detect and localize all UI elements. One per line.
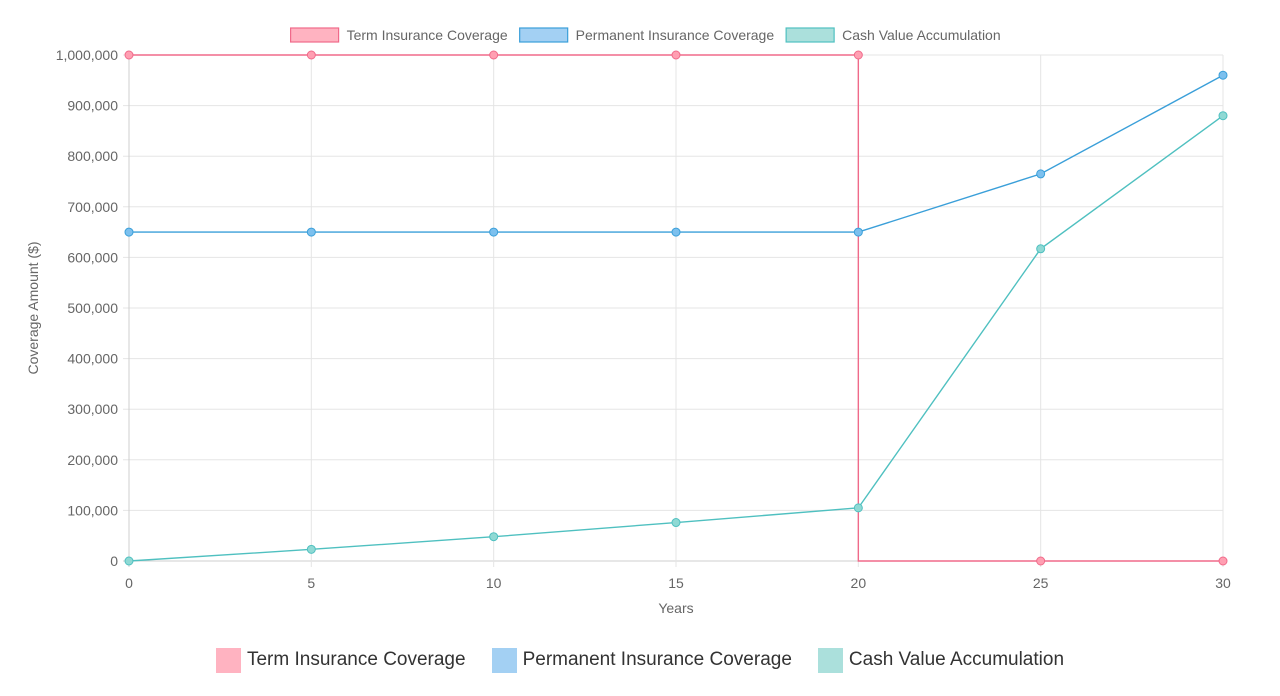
data-point[interactable]	[124, 227, 134, 237]
top-legend: Term Insurance Coverage Permanent Insuran…	[290, 27, 1001, 43]
data-point[interactable]	[671, 227, 681, 237]
data-point[interactable]	[853, 227, 863, 237]
data-point[interactable]	[124, 556, 134, 566]
data-point[interactable]	[1218, 111, 1228, 121]
grid-lines	[123, 54, 1224, 567]
bottom-legend-label: Cash Value Accumulation	[848, 649, 1065, 670]
y-axis-title: Coverage Amount ($)	[25, 241, 41, 374]
data-point[interactable]	[306, 544, 316, 554]
legend-swatch	[785, 27, 835, 43]
data-point[interactable]	[489, 50, 499, 60]
legend-item-2[interactable]: Cash Value Accumulation	[785, 27, 1001, 43]
data-point[interactable]	[489, 227, 499, 237]
data-point[interactable]	[853, 503, 863, 513]
y-tick-label: 600,000	[67, 249, 118, 265]
bottom-legend-item-cash-value[interactable]: Cash Value Accumulation	[817, 647, 1065, 673]
bottom-legend-label: Permanent Insurance Coverage	[522, 649, 792, 670]
data-point[interactable]	[306, 50, 316, 60]
data-point[interactable]	[1036, 556, 1046, 566]
x-axis-title: Years	[658, 600, 693, 616]
x-tick-label: 25	[1033, 575, 1049, 591]
y-tick-label: 100,000	[67, 502, 118, 518]
y-tick-label: 200,000	[67, 452, 118, 468]
legend-swatch	[519, 27, 569, 43]
x-tick-label: 0	[125, 575, 133, 591]
x-tick-label: 10	[486, 575, 502, 591]
data-point[interactable]	[1036, 169, 1046, 179]
y-tick-label: 900,000	[67, 98, 118, 114]
y-tick-label: 500,000	[67, 300, 118, 316]
bottom-legend-label: Term Insurance Coverage	[246, 649, 466, 670]
x-tick-label: 5	[307, 575, 315, 591]
y-tick-label: 1,000,000	[56, 47, 118, 63]
data-point[interactable]	[671, 50, 681, 60]
legend-label: Cash Value Accumulation	[842, 27, 1001, 43]
legend-label: Permanent Insurance Coverage	[576, 27, 775, 43]
data-point[interactable]	[124, 50, 134, 60]
cash-value-legend-swatch	[817, 647, 843, 673]
term-legend-swatch	[215, 647, 241, 673]
bottom-legend-item-term[interactable]: Term Insurance Coverage	[215, 647, 466, 673]
series-lines	[124, 50, 1228, 566]
data-point[interactable]	[853, 50, 863, 60]
data-point[interactable]	[1036, 244, 1046, 254]
x-tick-label: 30	[1215, 575, 1231, 591]
y-tick-label: 700,000	[67, 199, 118, 215]
x-tick-label: 15	[668, 575, 684, 591]
bottom-legend-item-permanent[interactable]: Permanent Insurance Coverage	[491, 647, 792, 673]
data-point[interactable]	[671, 518, 681, 528]
axes: 0 100,000 200,000 300,000 400,000 500,000 600,…	[56, 47, 1231, 591]
series-line-0	[129, 54, 1223, 562]
legend-swatch	[290, 27, 340, 43]
data-point[interactable]	[1218, 556, 1228, 566]
legend-label: Term Insurance Coverage	[347, 27, 508, 43]
x-tick-label: 20	[851, 575, 867, 591]
coverage-line-chart: 0 100,000 200,000 300,000 400,000 500,000 600,…	[25, 27, 1231, 616]
data-point[interactable]	[489, 532, 499, 542]
y-tick-label: 400,000	[67, 351, 118, 367]
y-tick-label: 800,000	[67, 148, 118, 164]
y-tick-label: 0	[110, 553, 118, 569]
legend-item-1[interactable]: Permanent Insurance Coverage	[519, 27, 775, 43]
data-point[interactable]	[1218, 70, 1228, 80]
bottom-legend: Term Insurance Coverage Permanent Insura…	[0, 646, 1280, 674]
data-point[interactable]	[306, 227, 316, 237]
permanent-legend-swatch	[491, 647, 517, 673]
legend-item-0[interactable]: Term Insurance Coverage	[290, 27, 508, 43]
y-tick-label: 300,000	[67, 401, 118, 417]
